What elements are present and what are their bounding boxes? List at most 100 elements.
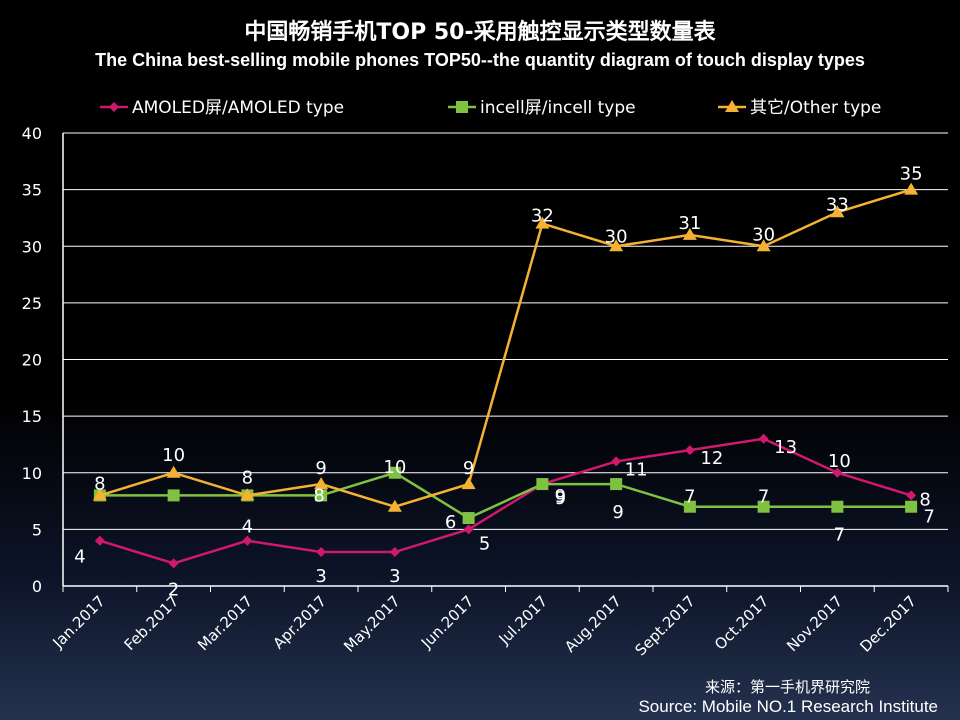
y-tick-label: 0 [32,577,42,596]
amoled-point [906,490,917,501]
other-point [535,216,550,229]
incell-point [683,500,696,513]
amoled-data-label: 11 [625,459,648,480]
incell-point [462,512,475,525]
incell-data-label: 7 [758,487,769,508]
x-tick-label: Nov.2017 [783,592,846,655]
other-point [314,477,329,490]
incell-point [905,500,918,513]
incell-point [388,466,401,479]
amoled-data-label: 10 [828,451,851,472]
legend-marker [456,101,468,113]
y-tick-label: 10 [22,464,42,483]
incell-point [315,489,328,502]
incell-data-label: 7 [923,507,934,528]
amoled-data-label: 2 [168,579,179,600]
other-data-label: 9 [463,458,474,479]
amoled-series-line [99,437,912,565]
incell-point [610,478,623,491]
y-tick-label: 30 [22,237,42,256]
y-tick-label: 40 [22,124,42,143]
amoled-data-label: 5 [479,533,490,554]
other-point [240,488,255,501]
amoled-point [463,524,474,535]
incell-data-label: 8 [313,485,324,506]
incell-point [167,489,180,502]
incell-data-label: 9 [612,502,623,523]
chart-title-english: The China best-selling mobile phones TOP… [95,50,865,70]
y-tick-label: 20 [22,351,42,370]
amoled-data-label: 12 [700,448,723,469]
other-data-label: 32 [531,206,554,227]
incell-series-line [99,471,912,520]
other-point [756,239,771,252]
other-data-label: 30 [605,226,628,247]
other-point [92,488,107,501]
other-point [387,499,402,512]
x-tick-label: Dec.2017 [856,592,920,656]
incell-data-label: 6 [445,512,456,533]
other-data-label: 10 [162,445,185,466]
amoled-point [611,456,622,467]
other-data-label: 35 [900,164,923,185]
x-tick-label: Oct.2017 [711,592,772,653]
x-tick-label: Sept.2017 [631,592,698,659]
incell-data-label: 7 [684,487,695,508]
incell-point [536,478,549,491]
x-tick-label: Feb.2017 [121,592,183,654]
amoled-data-label: 3 [315,566,326,587]
other-data-label: 30 [752,224,775,245]
legend-marker [725,100,739,112]
amoled-point [684,445,695,456]
legend-label: AMOLED屏/AMOLED type [132,98,344,118]
other-series-line [99,188,912,509]
y-tick-label: 35 [22,181,42,200]
x-tick-label: Aug.2017 [561,592,625,656]
other-point [166,465,181,478]
other-point [904,182,919,195]
amoled-point [758,433,769,444]
other-data-label: 8 [242,467,253,488]
other-data-label: 8 [94,473,105,494]
other-point [609,239,624,252]
legend-label: incell屏/incell type [480,98,636,118]
y-tick-label: 25 [22,294,42,313]
x-tick-label: Jan.2017 [49,592,109,652]
incell-data-label: 7 [834,525,845,546]
y-tick-label: 5 [32,520,42,539]
amoled-point [168,558,179,569]
amoled-data-label: 9 [555,488,566,509]
x-tick-label: Mar.2017 [194,592,256,654]
incell-point [831,500,844,513]
amoled-data-label: 3 [389,566,400,587]
source-chinese: 来源：第一手机界研究院 [704,678,870,696]
amoled-data-label: 4 [242,517,253,538]
other-point [682,227,697,240]
x-tick-label: May.2017 [340,592,404,656]
amoled-data-label: 13 [774,437,797,458]
incell-data-label: 9 [555,486,566,507]
y-tick-label: 15 [22,407,42,426]
other-point [830,205,845,218]
incell-point [757,500,770,513]
amoled-point [94,535,105,546]
amoled-point [389,547,400,558]
other-point [461,477,476,490]
x-tick-label: Apr.2017 [269,592,329,652]
amoled-point [316,547,327,558]
amoled-point [242,535,253,546]
other-data-label: 33 [826,194,849,215]
source-english: Source: Mobile NO.1 Research Institute [638,697,938,716]
legend-label: 其它/Other type [750,98,881,118]
chart-title-chinese: 中国畅销手机TOP 50-采用触控显示类型数量表 [244,20,716,45]
incell-data-label: 10 [383,457,406,478]
amoled-data-label: 4 [74,547,85,568]
other-data-label: 31 [678,213,701,234]
other-data-label: 9 [315,458,326,479]
x-tick-label: Jun.2017 [417,592,477,652]
legend-marker [109,102,119,112]
amoled-point [832,467,843,478]
amoled-data-label: 8 [919,489,930,510]
x-tick-label: Jul.2017 [495,592,552,649]
